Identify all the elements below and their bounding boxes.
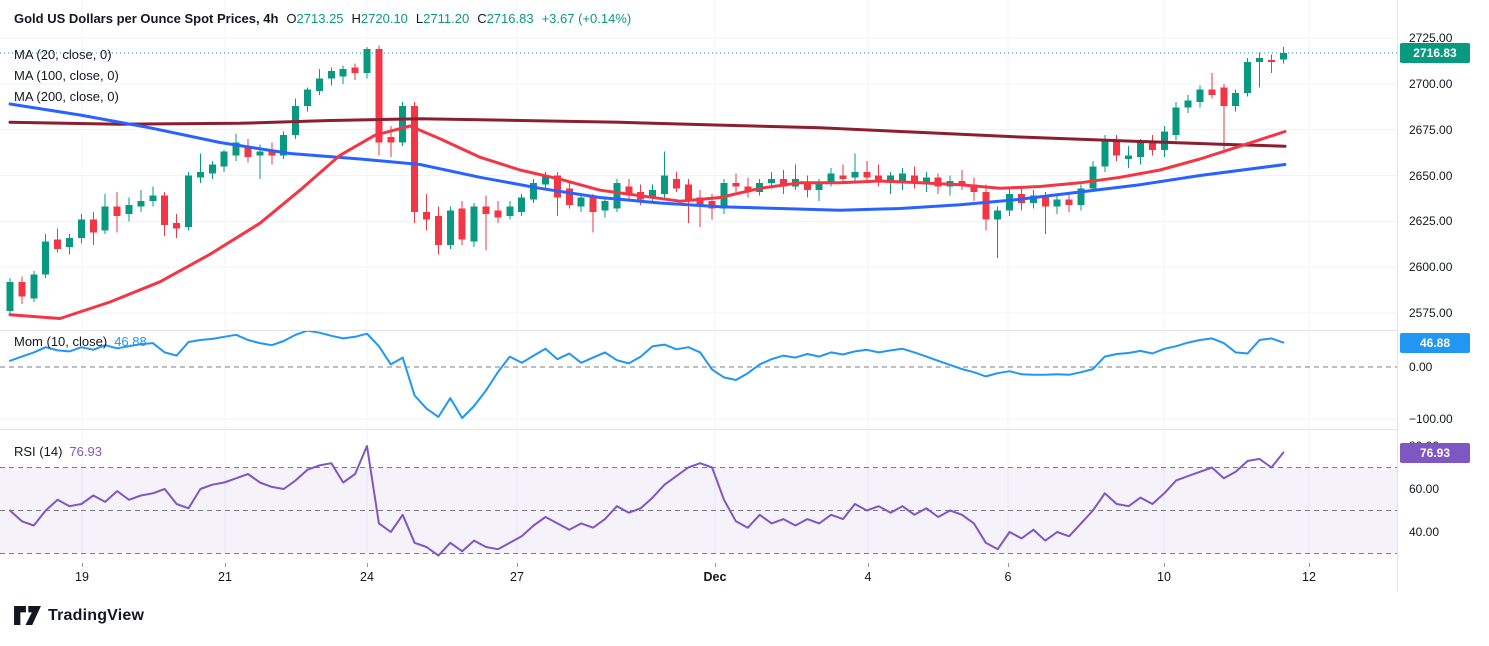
time-axis-label: 12	[1302, 570, 1316, 584]
time-axis-tick	[517, 563, 518, 567]
tradingview-logo-icon	[14, 606, 41, 625]
tradingview-logo[interactable]: TradingView	[14, 606, 144, 625]
price-axis-label: 2725.00	[1409, 31, 1453, 45]
momentum-pane[interactable]: Mom (10, close) 46.88	[0, 330, 1397, 429]
pane-separator[interactable]	[0, 429, 1397, 430]
tradingview-logo-text: TradingView	[48, 606, 145, 624]
ohlc-open-value: 2713.25	[296, 11, 344, 26]
time-axis-label: 24	[360, 570, 374, 584]
rsi-legend-name: RSI (14)	[14, 444, 63, 459]
rsi-pane[interactable]: RSI (14) 76.93	[0, 429, 1397, 563]
symbol-header[interactable]: Gold US Dollars per Ounce Spot Prices, 4…	[14, 11, 631, 26]
last-price-badge: 2716.83	[1400, 43, 1470, 63]
momentum-badge: 46.88	[1400, 333, 1470, 353]
momentum-axis-label: −100.00	[1409, 412, 1453, 426]
ohlc-open-label: O	[286, 11, 297, 26]
time-axis-tick	[1309, 563, 1310, 567]
candlestick-canvas[interactable]	[0, 0, 1397, 330]
symbol-title: Gold US Dollars per Ounce Spot Prices, 4…	[14, 11, 279, 26]
time-axis-label: 4	[864, 570, 872, 584]
time-axis-tick	[367, 563, 368, 567]
ohlc-low-label: L	[415, 11, 424, 26]
time-axis-tick	[868, 563, 869, 567]
price-axis-label: 2675.00	[1409, 122, 1453, 137]
momentum-legend[interactable]: Mom (10, close) 46.88	[14, 334, 147, 349]
ma20-legend[interactable]: MA (20, close, 0)	[14, 47, 112, 62]
time-axis-tick	[82, 563, 83, 567]
momentum-canvas[interactable]	[0, 330, 1397, 429]
ohlc-high-label: H	[351, 11, 361, 26]
momentum-legend-value: 46.88	[114, 334, 147, 349]
momentum-legend-name: Mom (10, close)	[14, 334, 108, 349]
price-axis-label: 2575.00	[1409, 306, 1453, 320]
time-axis-tick	[1008, 563, 1009, 567]
price-pane[interactable]: Gold US Dollars per Ounce Spot Prices, 4…	[0, 0, 1397, 330]
ohlc-high-value: 2720.10	[360, 11, 408, 26]
ohlc-close-label: C	[477, 11, 487, 26]
time-axis-label: 27	[510, 570, 524, 584]
time-axis-label: 19	[75, 570, 89, 584]
rsi-badge: 76.93	[1400, 443, 1470, 463]
ma200-legend[interactable]: MA (200, close, 0)	[14, 89, 119, 104]
time-axis-tick	[1164, 563, 1165, 567]
time-axis[interactable]: 19 21 24 27 Dec 4 6 10 12	[0, 563, 1397, 593]
rsi-canvas[interactable]	[0, 429, 1397, 563]
rsi-axis-label: 40.00	[1409, 525, 1440, 539]
time-axis-label: 6	[1004, 570, 1012, 584]
time-axis-tick	[225, 563, 226, 567]
price-axis-label: 2625.00	[1409, 214, 1453, 229]
price-axis-label: 2650.00	[1409, 168, 1453, 183]
time-axis-label: 21	[218, 570, 232, 584]
ohlc-close-value: 2716.83	[486, 11, 534, 26]
time-axis-tick	[715, 563, 716, 567]
momentum-axis-label: 0.00	[1409, 360, 1433, 374]
price-change: +3.67 (+0.14%)	[541, 11, 632, 26]
pane-separator[interactable]	[0, 330, 1397, 331]
price-axis[interactable]: 2716.83 46.88 76.93 2725.00 2700.00 2675.0…	[1397, 0, 1489, 592]
price-axis-label: 2600.00	[1409, 260, 1453, 275]
footer: TradingView	[0, 592, 1489, 646]
price-axis-label: 2700.00	[1409, 76, 1453, 91]
ma100-legend[interactable]: MA (100, close, 0)	[14, 68, 119, 83]
time-axis-label: Dec	[703, 570, 727, 584]
rsi-legend[interactable]: RSI (14) 76.93	[14, 444, 102, 459]
time-axis-label: 10	[1157, 570, 1171, 584]
ohlc-low-value: 2711.20	[423, 11, 470, 26]
rsi-legend-value: 76.93	[69, 444, 102, 459]
rsi-axis-label: 60.00	[1409, 482, 1440, 496]
